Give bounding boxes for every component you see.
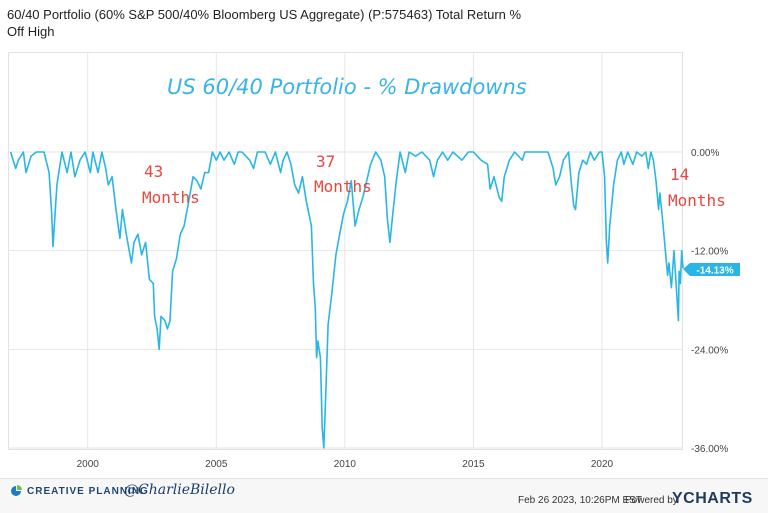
annotation-2001-count: 43: [144, 162, 163, 181]
y-tick-label: -36.00%: [691, 444, 728, 455]
powered-by-label: Powered by: [625, 495, 678, 506]
annotation-2022-unit: Months: [668, 191, 726, 210]
annotation-heading: US 60/40 Portfolio - % Drawdowns: [167, 75, 527, 99]
x-tick-labels: 2000 2005 2010 2015 2020: [77, 459, 614, 470]
x-tick-label: 2020: [591, 459, 614, 470]
annotation-2008-unit: Months: [314, 177, 372, 196]
badge-label: -14.13%: [696, 266, 733, 277]
creative-planning-text: CREATIVE PLANNING: [27, 485, 149, 497]
creative-planning-mark-icon: [11, 485, 22, 496]
y-tick-label: -24.00%: [691, 345, 728, 356]
x-tick-label: 2010: [334, 459, 357, 470]
grid-layer: [8, 52, 683, 450]
author-handle: @CharlieBilello: [124, 482, 235, 498]
chart-title: 60/40 Portfolio (60% S&P 500/40% Bloombe…: [7, 7, 522, 39]
x-tick-label: 2005: [205, 459, 228, 470]
annotation-2022-count: 14: [670, 165, 689, 184]
footer-bar: CREATIVE PLANNING @CharlieBilello Feb 26…: [0, 478, 768, 513]
current-value-badge: -14.13%: [683, 263, 740, 277]
drawdown-chart: 2000 2005 2010 2015 2020 0.00% -12.00% -24.00%…: [8, 52, 740, 470]
timestamp: Feb 26 2023, 10:26PM EST.: [518, 495, 644, 506]
badge-shape: [683, 263, 740, 276]
x-tick-label: 2000: [77, 459, 100, 470]
series-line-drawdown: [9, 151, 684, 449]
y-tick-label: -12.00%: [691, 247, 728, 258]
annotation-2008-count: 37: [316, 152, 335, 171]
annotation-2001-unit: Months: [142, 188, 200, 207]
y-tick-labels: 0.00% -12.00% -24.00% -36.00%: [691, 148, 728, 455]
x-tick-label: 2015: [462, 459, 485, 470]
ycharts-logo: YCHARTS: [672, 490, 753, 507]
y-tick-label: 0.00%: [691, 148, 719, 159]
creative-planning-logo: CREATIVE PLANNING: [10, 485, 149, 497]
